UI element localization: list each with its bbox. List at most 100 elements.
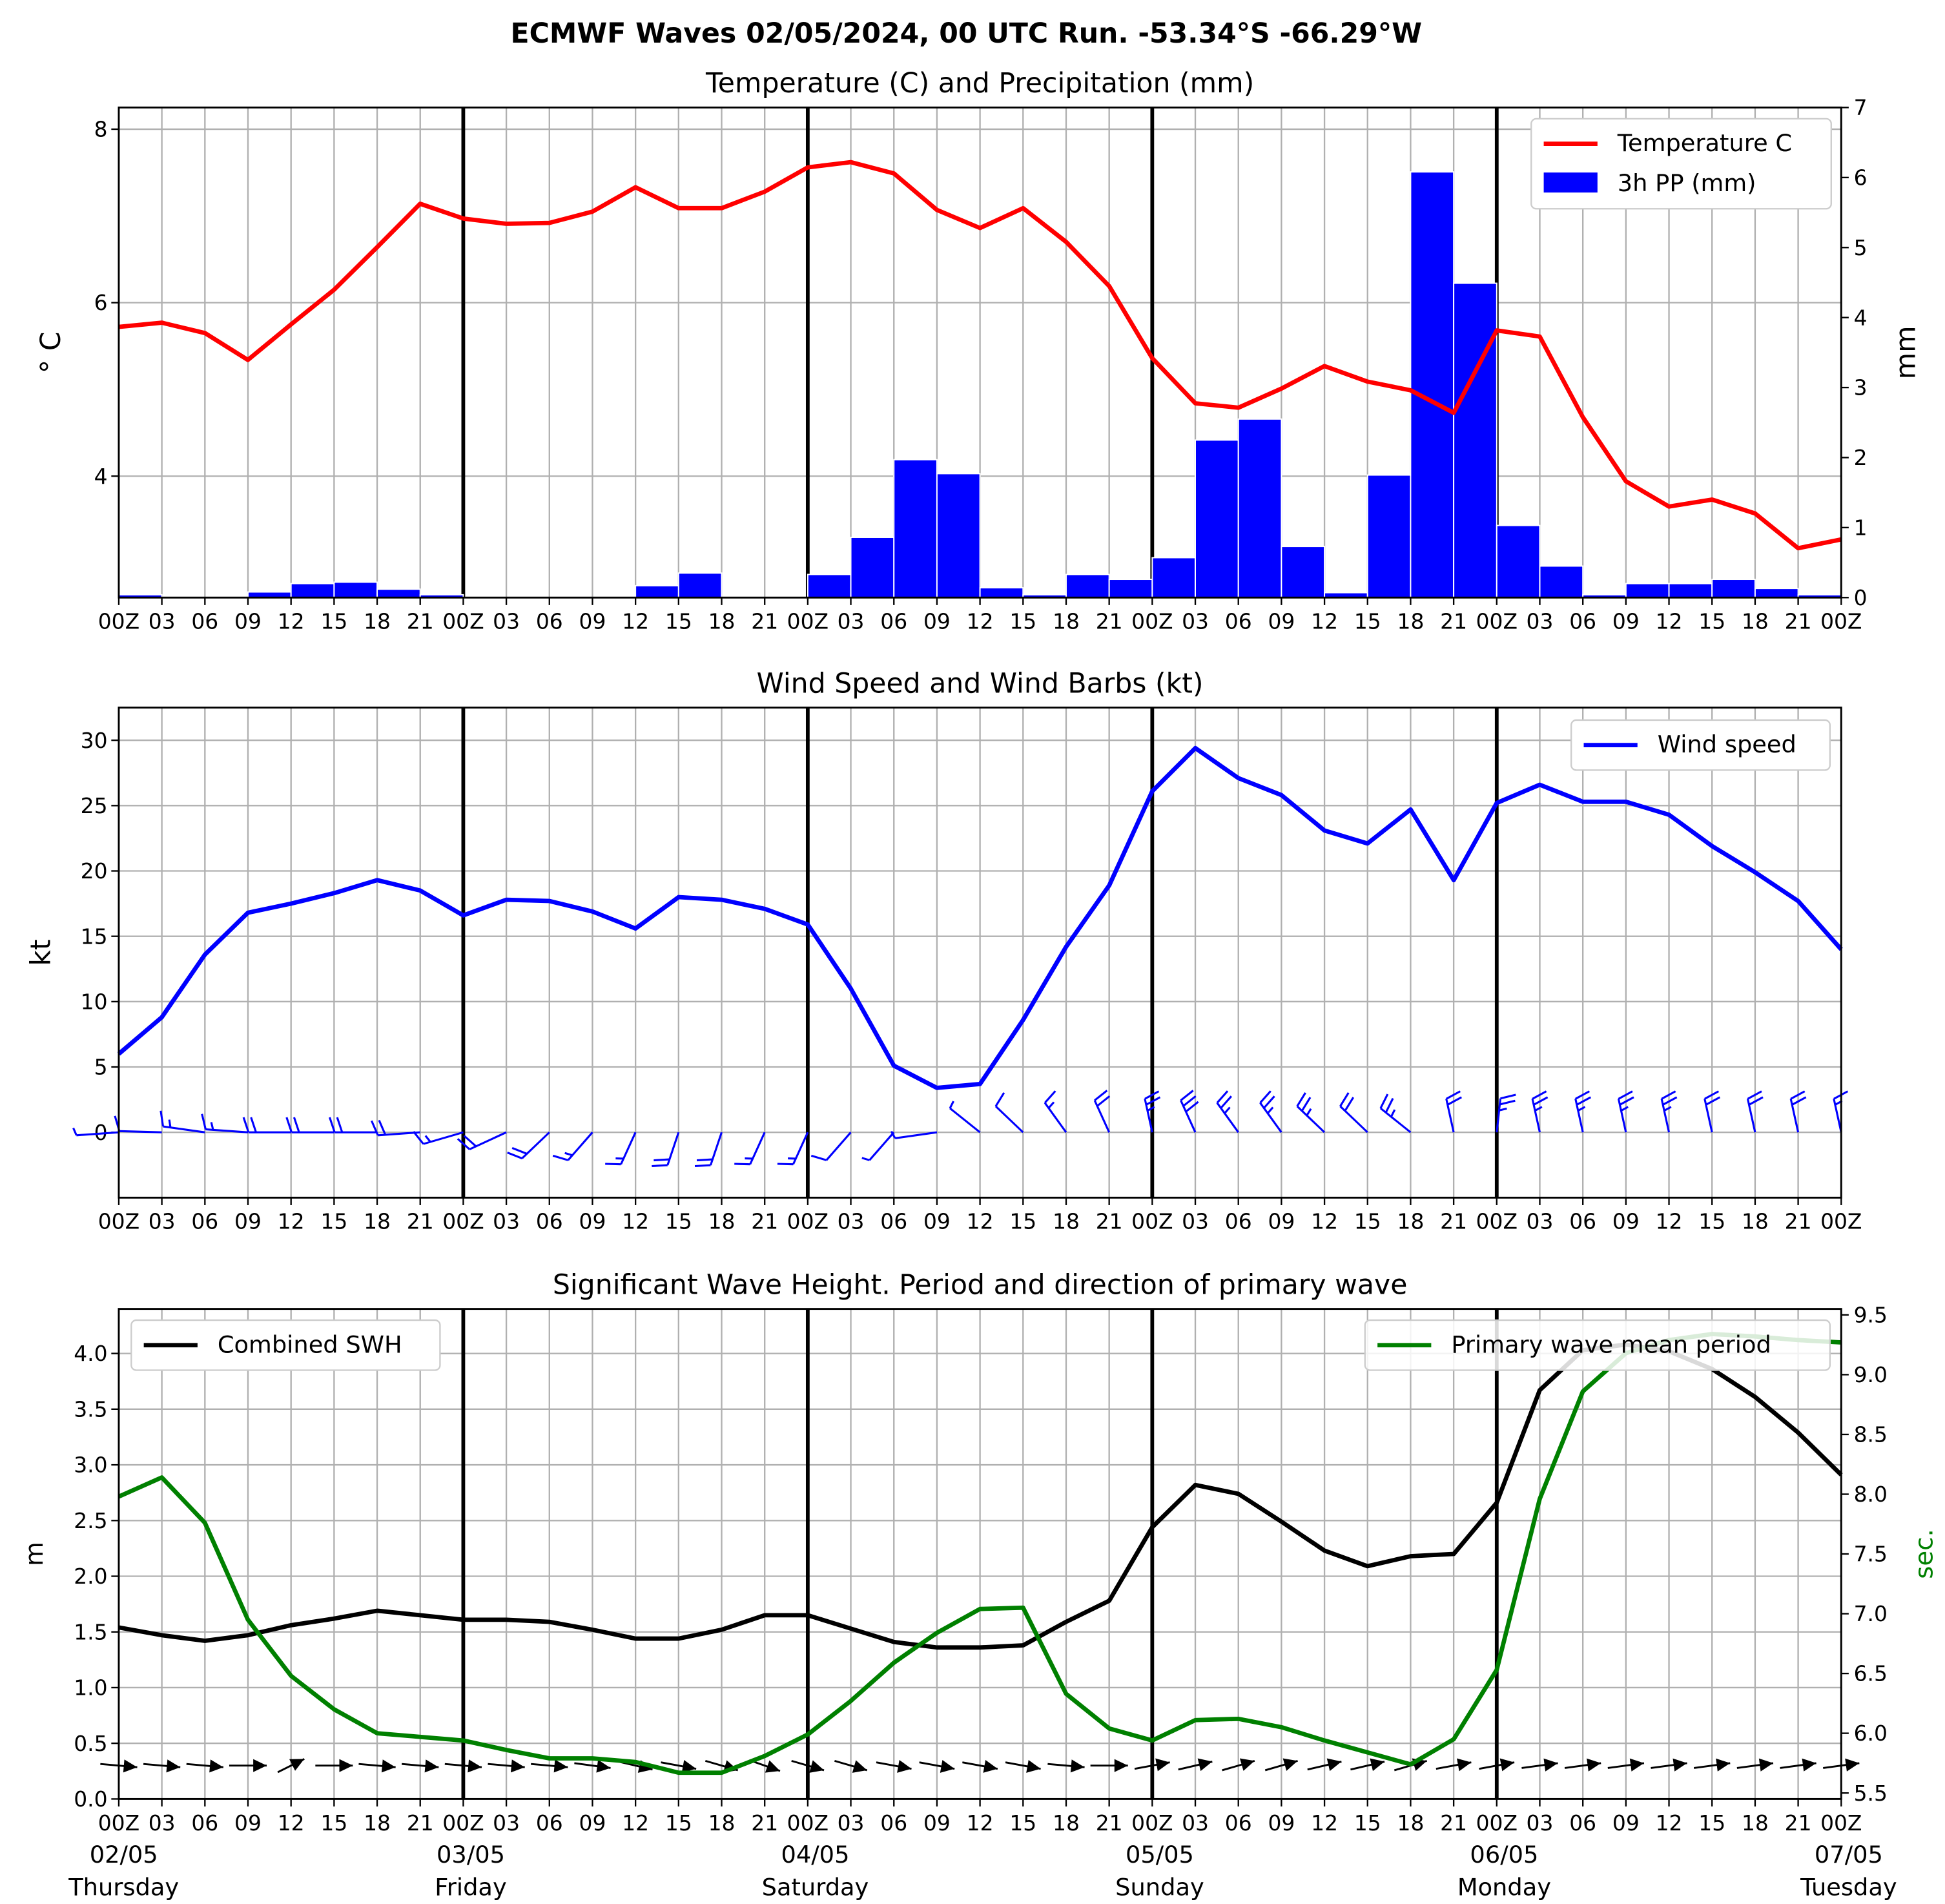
wave-arrow (1564, 1758, 1601, 1772)
wind-barb-feather (424, 1135, 431, 1143)
wave-arrow-head (1758, 1758, 1773, 1772)
y-tick-label: 6 (94, 290, 108, 315)
hour-tick-label: 09 (1268, 609, 1295, 634)
day-label: Friday (435, 1873, 506, 1901)
hour-tick-label: 15 (1698, 609, 1725, 634)
hour-tick-label: 12 (967, 1810, 994, 1836)
wind-barb-shaft (423, 1131, 464, 1145)
wind-barb-feather (1306, 1108, 1312, 1116)
wind-barb-feather (564, 1152, 573, 1157)
wind-barb (1379, 1093, 1412, 1133)
day-label: Thursday (68, 1873, 179, 1901)
wind-barb-feather (1147, 1106, 1155, 1112)
y2-tick-label: 0 (1854, 585, 1868, 610)
legend-temperature-label: Temperature C (1617, 129, 1792, 157)
hour-tick-label: 18 (1053, 1209, 1080, 1234)
wind-barb-feather (1263, 1095, 1275, 1109)
wind-barb-feather (694, 1164, 711, 1168)
wind-barb-feather (653, 1158, 670, 1162)
wind-barb (1496, 1093, 1516, 1133)
wind-barb-feather (696, 1158, 713, 1162)
y2-tick-label: 9.5 (1854, 1302, 1888, 1327)
hour-tick-label: 15 (320, 1209, 347, 1234)
wind-barb-feather (861, 1157, 870, 1161)
wave-arrow-head (468, 1759, 482, 1773)
hour-tick-label: 00Z (1820, 609, 1862, 634)
hour-tick-label: 12 (1656, 1810, 1683, 1836)
wave-arrow (402, 1759, 439, 1773)
hour-tick-label: 00Z (1476, 1209, 1518, 1234)
precip-bar (1195, 439, 1239, 599)
hour-tick-label: 15 (665, 1209, 692, 1234)
wind-panel: 0 5 10 15 20 25 30 00Z 03 06 09 12 15 18 21 00Z 03 06 09 12… (25, 667, 1862, 1234)
hour-tick-label: 03 (493, 1810, 520, 1836)
hour-tick-label: 12 (278, 609, 305, 634)
wave-arrow (1780, 1758, 1816, 1772)
precip-bar (893, 459, 938, 599)
wind-barb (1093, 1090, 1111, 1133)
wind-barb (160, 1110, 205, 1133)
wave-panel: 0.0 0.5 1.0 1.5 2.0 2.5 3.0 3.5 4.0 5.5 6.0 6.5 7.0 7… (20, 1268, 1939, 1901)
wind-barb-feather (1144, 1090, 1160, 1100)
hour-tick-label: 06 (191, 1209, 218, 1234)
hour-tick-label: 09 (1268, 1209, 1295, 1234)
wave-arrow-head (983, 1759, 998, 1773)
y2-tick-label: 7.5 (1854, 1542, 1888, 1567)
wave-arrow (1521, 1758, 1558, 1772)
wind-barb-shaft (119, 1130, 162, 1133)
wind-barb-shaft (894, 1131, 938, 1139)
wind-barb-feather (1224, 1106, 1231, 1114)
hour-tick-label: 18 (364, 1209, 391, 1234)
wind-barb-feather (1384, 1097, 1394, 1113)
wave-arrow-head (339, 1759, 353, 1772)
hour-tick-label: 12 (622, 1810, 649, 1836)
legend: Temperature C 3h PP (mm) (1530, 118, 1832, 210)
wind-barb-feather (1499, 1107, 1507, 1112)
precip-bar (1625, 583, 1670, 599)
wind-barb (242, 1117, 291, 1133)
wind-barb-feather (1047, 1101, 1055, 1109)
hour-tick-label: 18 (708, 609, 736, 634)
hour-tick-label: 12 (1656, 609, 1683, 634)
precip-bar (850, 537, 895, 599)
wind-barb (1339, 1092, 1368, 1133)
wind-barb (507, 1132, 550, 1159)
date-label: 03/05 (437, 1841, 505, 1868)
hour-tick-label: 00Z (787, 609, 828, 634)
hour-tick-label: 21 (1785, 609, 1812, 634)
y-tick-label: 3.0 (74, 1453, 107, 1478)
y2-tick-label: 9.0 (1854, 1362, 1888, 1387)
legend-box (130, 1319, 441, 1371)
hour-tick-label: 15 (1354, 1209, 1381, 1234)
y-tick-label: 25 (81, 793, 108, 818)
wind-barb-feather (1259, 1090, 1271, 1104)
wind-barb-feather (1747, 1090, 1762, 1100)
hour-tick-label: 06 (536, 1209, 563, 1234)
hour-tick-label: 03 (149, 1810, 176, 1836)
wind-barb-feather (1185, 1101, 1199, 1113)
y2-tick-label: 5.5 (1854, 1781, 1888, 1806)
y2-tick-label: 8.0 (1854, 1482, 1888, 1507)
y-tick-label: 0.0 (74, 1786, 107, 1812)
hour-tick-label: 03 (838, 609, 865, 634)
wind-barb-feather (1704, 1090, 1720, 1100)
hour-tick-label: 21 (407, 1209, 434, 1234)
wind-barb-feather (890, 1130, 896, 1139)
wind-barb-feather (1620, 1106, 1629, 1112)
y2-axis-label: mm (1889, 326, 1922, 379)
hour-tick-label: 00Z (1820, 1209, 1862, 1234)
figure-title: ECMWF Waves 02/05/2024, 00 UTC Run. -53.… (511, 17, 1423, 50)
hour-tick-label: 18 (1742, 1209, 1769, 1234)
hour-tick-label: 09 (923, 1810, 951, 1836)
wave-arrow (1090, 1759, 1128, 1772)
hour-tick-label: 21 (1785, 1810, 1812, 1836)
y2-tick-label: 5 (1854, 235, 1868, 260)
wind-barb-shaft (994, 1105, 1024, 1133)
temperature-line (118, 160, 1842, 551)
wind-speed-line (117, 745, 1843, 1090)
hour-tick-label: 18 (1742, 609, 1769, 634)
hour-tick-label: 00Z (1476, 609, 1518, 634)
hour-tick-label: 15 (665, 1810, 692, 1836)
legend: Wind speed (1570, 719, 1831, 771)
hour-tick-label: 18 (708, 1209, 736, 1234)
